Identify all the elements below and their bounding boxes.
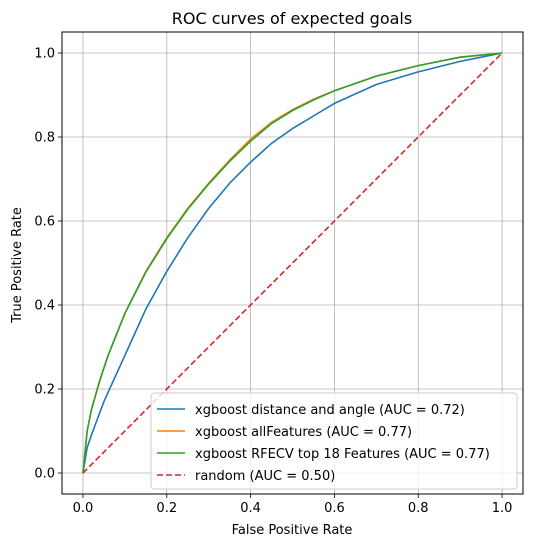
x-tick-label: 0.0 — [73, 501, 94, 516]
y-tick-label: 0.2 — [34, 383, 55, 398]
y-tick-label: 1.0 — [34, 47, 55, 62]
y-tick-label: 0.0 — [34, 467, 55, 482]
x-tick-label: 0.6 — [324, 501, 345, 516]
y-tick-label: 0.8 — [34, 131, 55, 146]
legend-label-2: xgboost RFECV top 18 Features (AUC = 0.7… — [195, 447, 490, 462]
x-tick-label: 1.0 — [492, 501, 513, 516]
x-axis-label: False Positive Rate — [232, 523, 353, 538]
legend-label-3: random (AUC = 0.50) — [195, 469, 335, 484]
x-tick-label: 0.2 — [156, 501, 177, 516]
legend: xgboost distance and angle (AUC = 0.72) x… — [151, 393, 517, 489]
y-tick-label: 0.6 — [34, 215, 55, 230]
x-tick-label: 0.4 — [240, 501, 261, 516]
y-axis-label: True Positive Rate — [10, 207, 25, 324]
legend-label-1: xgboost allFeatures (AUC = 0.77) — [195, 425, 412, 440]
x-tick-label: 0.8 — [408, 501, 429, 516]
y-tick-label: 0.4 — [34, 299, 55, 314]
legend-label-0: xgboost distance and angle (AUC = 0.72) — [195, 403, 465, 418]
chart-title: ROC curves of expected goals — [172, 9, 412, 28]
